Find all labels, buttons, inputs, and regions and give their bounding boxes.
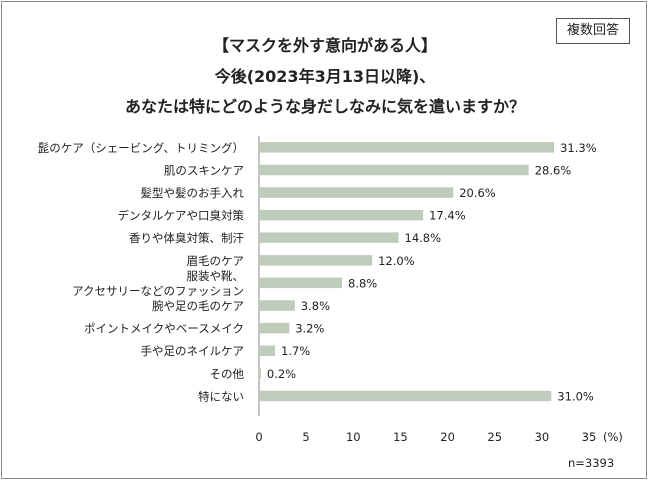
bar xyxy=(259,300,295,311)
category-label: ポイントメイクやベースメイク xyxy=(84,322,244,336)
value-label: 3.8% xyxy=(301,299,330,313)
x-tick-label: 20 xyxy=(440,430,455,444)
category-label: 眉毛のケア xyxy=(187,254,245,268)
value-label: 17.4% xyxy=(429,209,466,223)
x-tick-label: 35 xyxy=(582,430,597,444)
category-label: 腕や足の毛のケア xyxy=(152,299,244,313)
x-axis-unit: (%) xyxy=(603,430,623,444)
category-label: 手や足のネイルケア xyxy=(141,344,245,358)
x-tick-label: 5 xyxy=(302,430,309,444)
bar xyxy=(259,232,399,243)
value-label: 28.6% xyxy=(535,163,572,177)
bar xyxy=(259,255,373,266)
bar xyxy=(259,368,261,379)
bar xyxy=(259,345,275,356)
x-tick-label: 10 xyxy=(346,430,361,444)
bar xyxy=(259,142,555,153)
value-label: 20.6% xyxy=(459,186,496,200)
bar xyxy=(259,390,552,402)
x-tick-label: 25 xyxy=(487,430,502,444)
chart-title-line-1: 【マスクを外す意向がある人】 xyxy=(212,36,437,55)
value-label: 31.0% xyxy=(557,389,594,403)
category-label: 特にない xyxy=(198,389,244,403)
value-label: 1.7% xyxy=(281,344,310,358)
category-label: その他 xyxy=(210,367,245,381)
bar xyxy=(259,187,454,198)
value-label: 3.2% xyxy=(295,322,324,336)
value-label: 31.3% xyxy=(560,141,597,155)
bar xyxy=(259,209,424,221)
value-label: 0.2% xyxy=(267,367,296,381)
category-label: 髭のケア（シェービング、トリミング） xyxy=(38,141,244,155)
category-label: 肌のスキンケア xyxy=(164,163,244,177)
x-tick-label: 30 xyxy=(535,430,550,444)
bar xyxy=(259,277,342,289)
chart-title-line-2: 今後(2023年3月13日以降)、 xyxy=(214,67,436,86)
bar xyxy=(259,164,529,176)
sample-size-note: n=3393 xyxy=(568,456,615,470)
x-tick-label: 15 xyxy=(393,430,408,444)
category-label: デンタルケアや口臭対策 xyxy=(118,209,245,223)
category-label: 香りや体臭対策、制汗 xyxy=(129,231,244,245)
category-label: 服装や靴、 xyxy=(187,269,245,283)
category-label: アクセサリーなどのファッション xyxy=(72,284,244,298)
chart-title-line-3: あなたは特にどのような身だしなみに気を遣いますか？ xyxy=(124,97,525,116)
bar xyxy=(259,322,290,334)
x-tick-label: 0 xyxy=(255,430,262,444)
category-label: 髪型や髪のお手入れ xyxy=(141,186,245,200)
value-label: 12.0% xyxy=(378,254,415,268)
value-label: 14.8% xyxy=(405,231,442,245)
multiple-answer-badge: 複数回答 xyxy=(556,18,630,44)
value-label: 8.8% xyxy=(348,276,377,290)
